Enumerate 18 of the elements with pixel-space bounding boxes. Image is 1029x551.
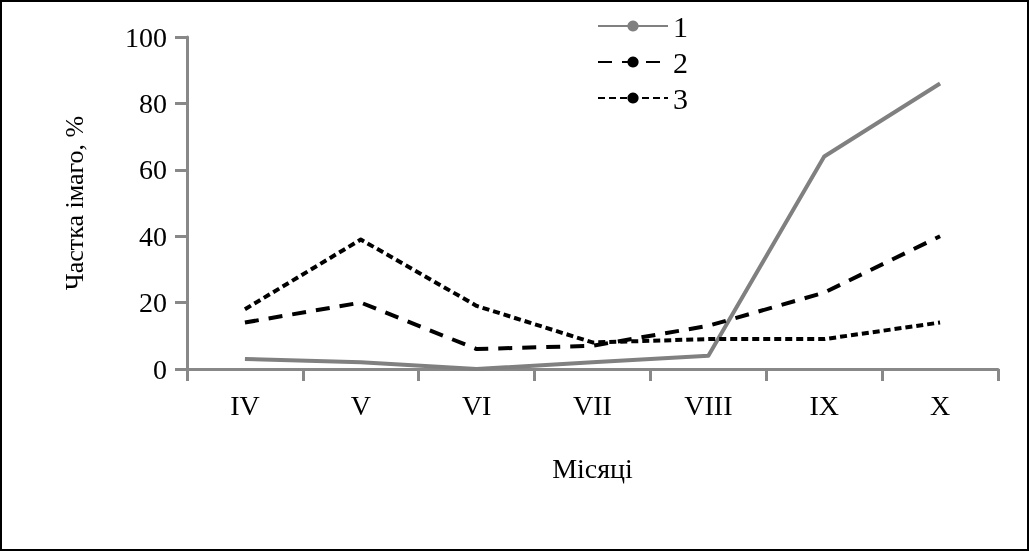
y-tick-label: 40 <box>139 220 167 252</box>
y-tick-label: 60 <box>139 154 167 186</box>
y-tick-label: 80 <box>139 87 167 119</box>
x-tick-label: X <box>929 389 951 421</box>
x-tick-label: VI <box>461 389 492 421</box>
x-tick-label: V <box>350 389 371 421</box>
x-tick-label: VIII <box>684 389 733 421</box>
x-tick-label: IV <box>230 389 260 421</box>
legend-label: 3 <box>673 81 688 115</box>
y-tick-label: 0 <box>153 353 167 385</box>
x-axis-title: Місяці <box>552 452 634 484</box>
x-tick-label: VII <box>573 389 612 421</box>
y-tick-label: 100 <box>125 21 167 53</box>
y-axis-title: Частка імаго, % <box>59 115 89 291</box>
legend-label: 1 <box>673 9 688 43</box>
y-tick-label: 20 <box>139 287 167 319</box>
legend-label: 2 <box>673 45 688 79</box>
x-tick-label: IX <box>809 389 839 421</box>
